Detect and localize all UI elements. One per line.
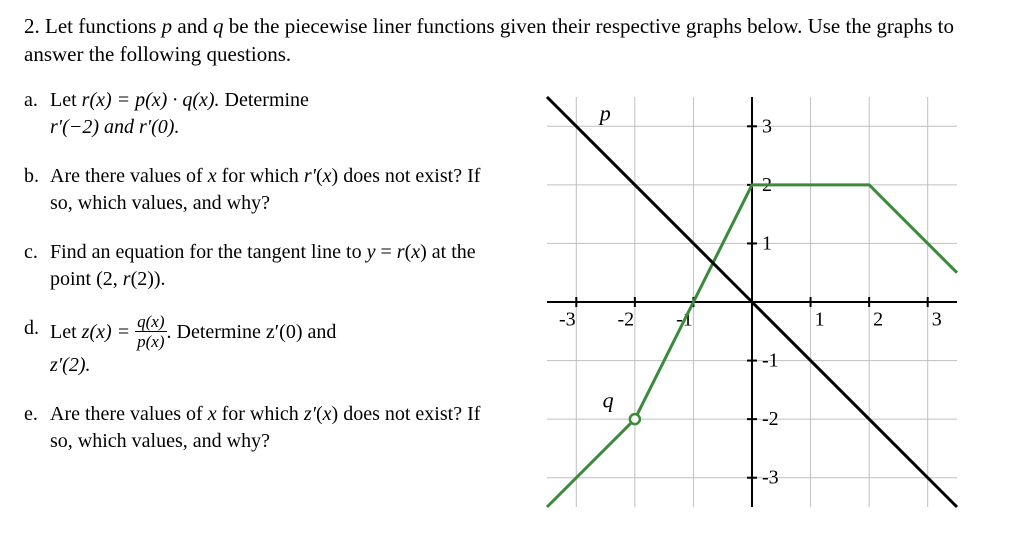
question-c-text: Find an equation for the tangent line to…	[50, 239, 504, 293]
svg-text:-3: -3	[762, 466, 779, 488]
question-c: c. Find an equation for the tangent line…	[24, 239, 504, 293]
svg-text:1: 1	[762, 232, 772, 254]
question-b-text: Are there values of x for which r′(x) do…	[50, 163, 504, 217]
problem-stem: 2. Let functions p and q be the piecewis…	[24, 12, 1000, 69]
question-b: b. Are there values of x for which r′(x)…	[24, 163, 504, 217]
svg-text:-1: -1	[762, 349, 779, 371]
svg-text:3: 3	[762, 115, 772, 137]
svg-text:-3: -3	[559, 308, 576, 330]
problem-number: 2.	[24, 14, 40, 38]
svg-text:3: 3	[932, 308, 942, 330]
question-e-text: Are there values of x for which z′(x) do…	[50, 401, 504, 455]
svg-text:q: q	[603, 387, 614, 412]
svg-text:2: 2	[873, 308, 883, 330]
question-e: e. Are there values of x for which z′(x)…	[24, 401, 504, 455]
graph: -3-3-2-2-1-1112233pq	[537, 87, 967, 517]
question-list: a. Let r(x) = p(x) · q(x). Determine r′(…	[24, 87, 504, 477]
question-a: a. Let r(x) = p(x) · q(x). Determine r′(…	[24, 87, 504, 141]
svg-text:-2: -2	[762, 408, 779, 430]
fraction-qx-px: q(x)p(x)	[135, 313, 166, 350]
svg-text:-2: -2	[618, 308, 635, 330]
svg-text:1: 1	[815, 308, 825, 330]
svg-text:p: p	[598, 100, 611, 125]
question-d: d. Let z(x) = q(x)p(x). Determine z′(0) …	[24, 315, 504, 379]
